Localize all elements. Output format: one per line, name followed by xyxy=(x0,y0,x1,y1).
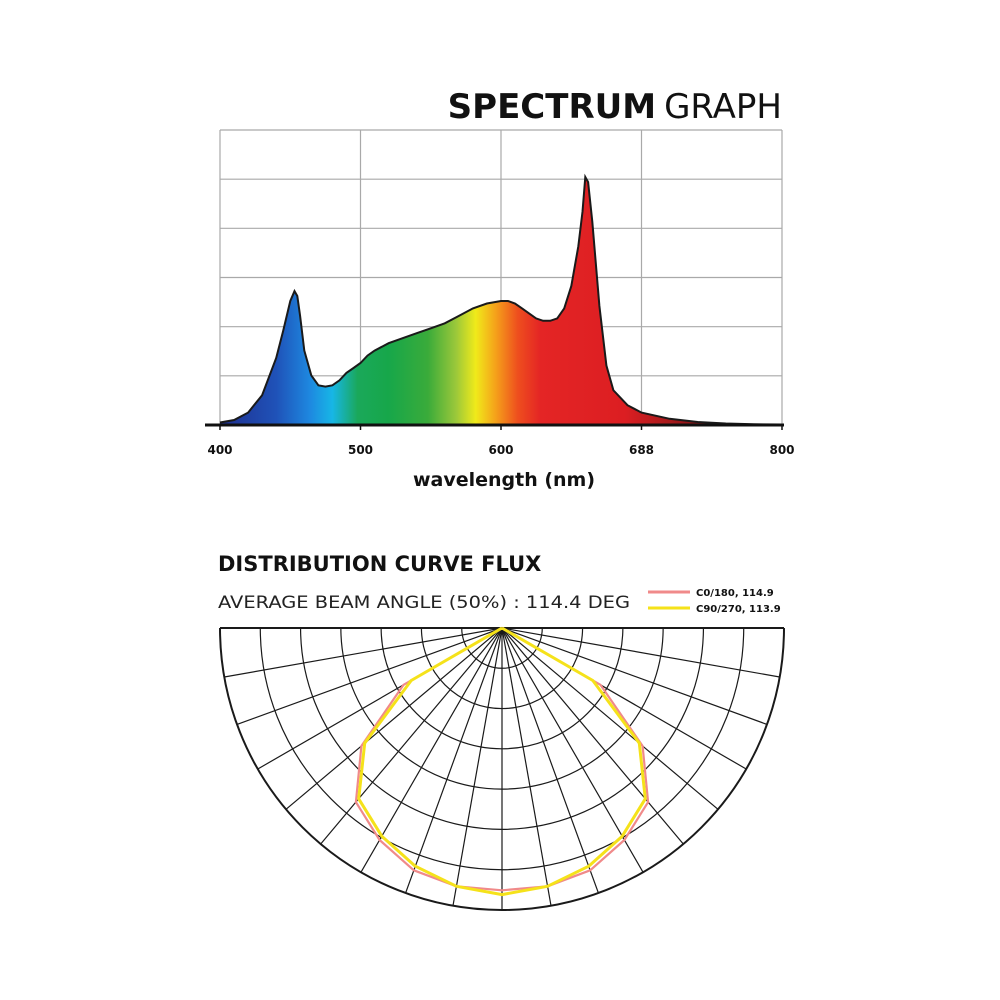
polar-spoke xyxy=(501,627,644,873)
polar-grid xyxy=(219,627,785,911)
polar-spoke xyxy=(360,627,503,873)
spectrum-tick-label: 500 xyxy=(348,443,373,457)
polar-series-line-c0-180 xyxy=(354,627,650,892)
distribution-legend: C0/180, 114.9 C90/270, 113.9 xyxy=(648,588,781,615)
distribution-chart: DISTRIBUTION CURVE FLUX AVERAGE BEAM ANG… xyxy=(218,552,785,911)
spectrum-tick-label: 688 xyxy=(629,443,654,457)
polar-spoke xyxy=(501,627,780,678)
polar-series-line-c90-270 xyxy=(357,626,647,897)
spectrum-x-axis-label: wavelength (nm) xyxy=(413,469,595,491)
polar-spoke xyxy=(501,627,768,725)
spectrum-title-bold: SPECTRUM xyxy=(448,87,656,127)
spectrum-tick-label: 400 xyxy=(207,443,232,457)
polar-spoke xyxy=(320,627,503,845)
polar-spoke xyxy=(285,627,503,810)
spectrum-line xyxy=(219,173,783,426)
polar-spoke xyxy=(452,627,503,906)
distribution-subtitle: AVERAGE BEAM ANGLE (50%) : 114.4 DEG xyxy=(218,593,630,613)
spectrum-chart: SPECTRUM GRAPH 400 500 600 688 800 wavelength… xyxy=(205,87,795,491)
spectrum-x-ticks: 400 500 600 688 800 xyxy=(207,425,795,457)
spectrum-tick-label: 800 xyxy=(769,443,794,457)
distribution-title: DISTRIBUTION CURVE FLUX xyxy=(218,552,541,576)
legend-label: C90/270, 113.9 xyxy=(696,604,781,615)
polar-spoke xyxy=(501,627,719,810)
polar-spoke xyxy=(501,627,684,845)
legend-label: C0/180, 114.9 xyxy=(696,588,774,599)
polar-spoke xyxy=(501,627,599,894)
polar-spoke xyxy=(224,627,503,678)
polar-series xyxy=(354,626,650,897)
polar-spoke xyxy=(236,627,503,725)
spectrum-title-rest: GRAPH xyxy=(664,87,782,127)
spectrum-title: SPECTRUM GRAPH xyxy=(448,87,782,127)
spectrum-tick-label: 600 xyxy=(488,443,513,457)
polar-spoke xyxy=(501,627,552,906)
polar-spoke xyxy=(405,627,503,894)
